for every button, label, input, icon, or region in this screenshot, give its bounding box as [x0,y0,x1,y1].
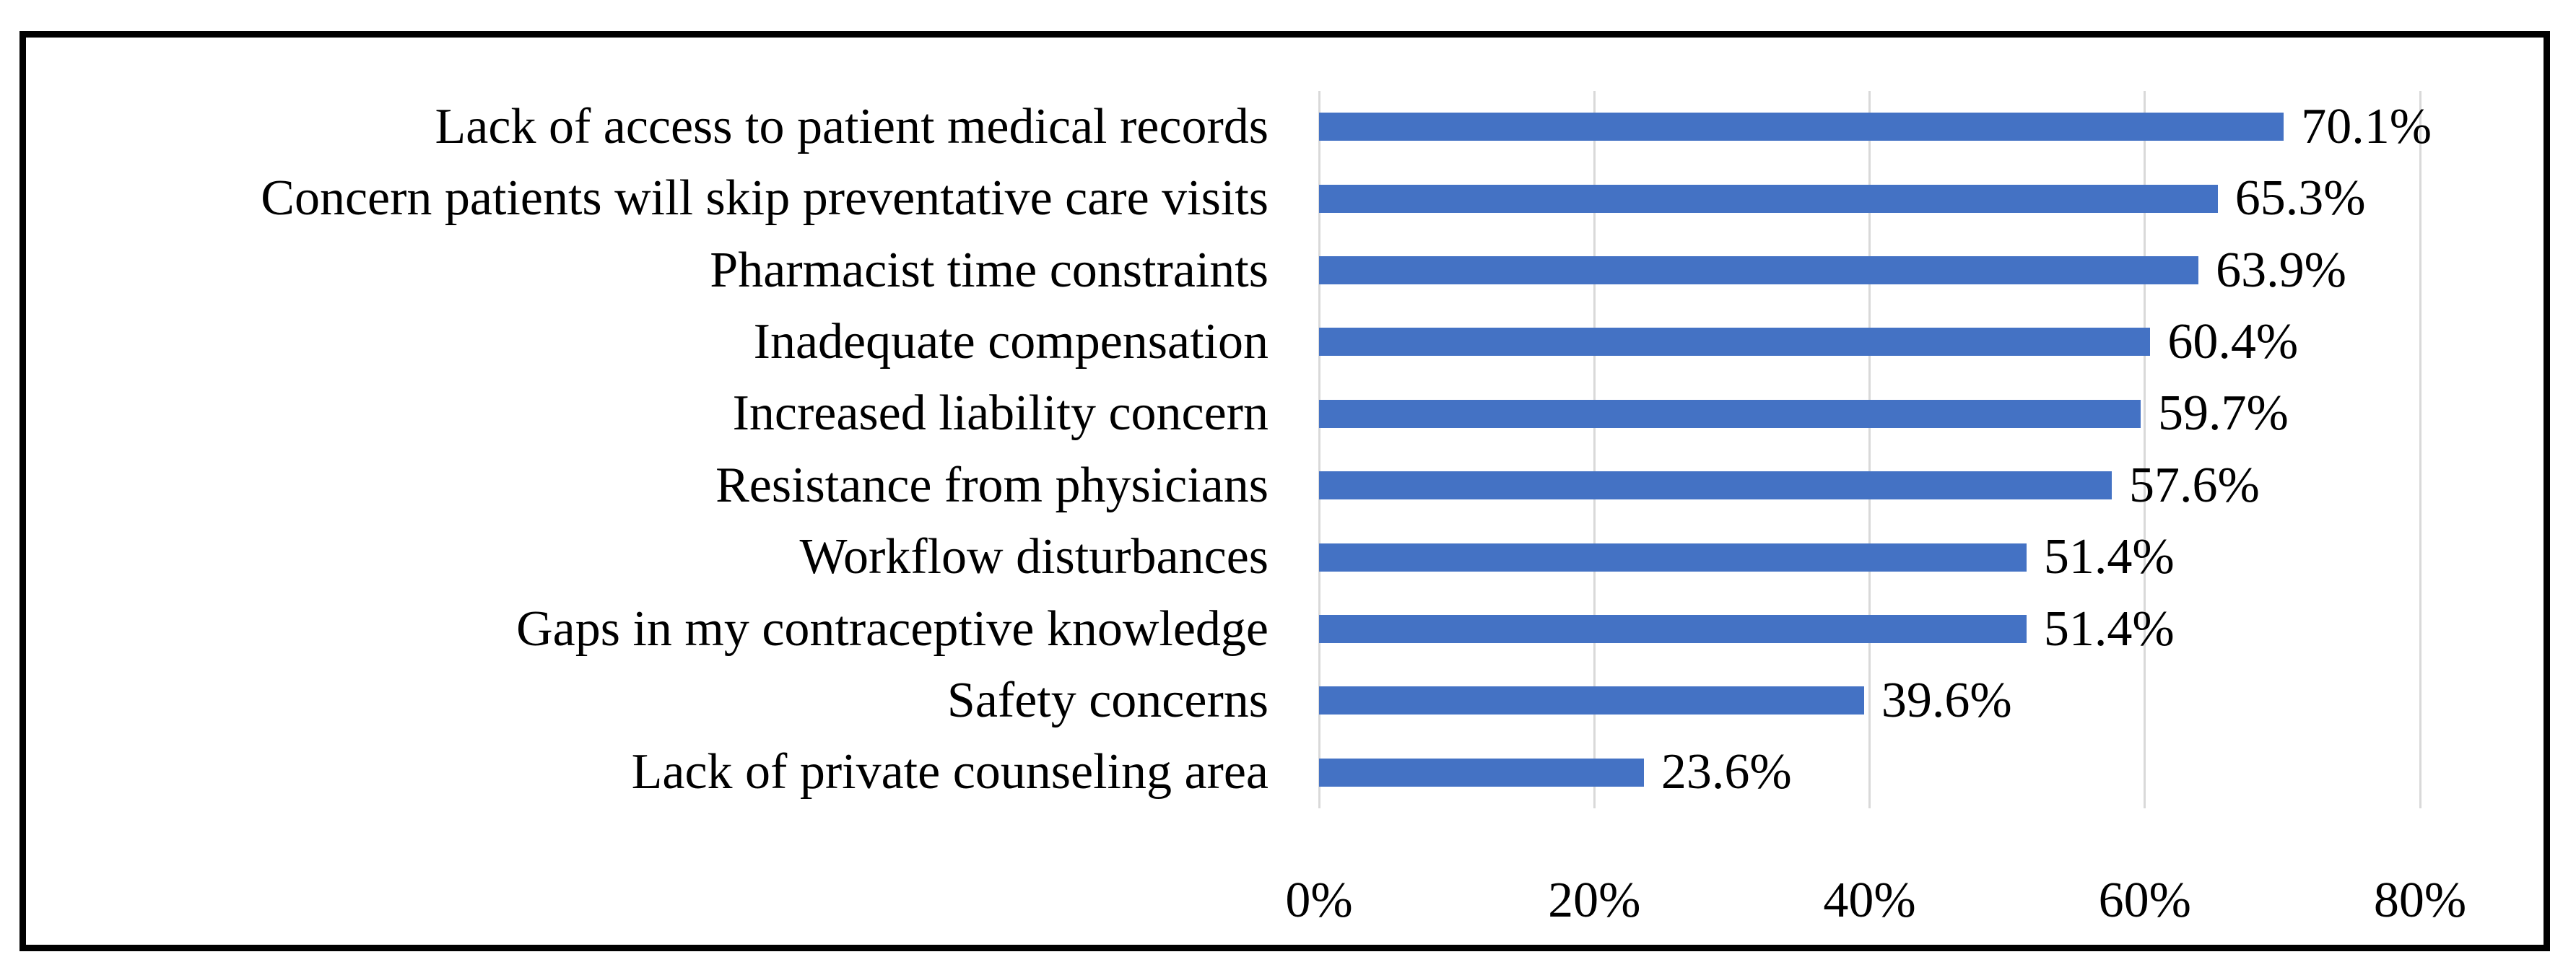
bar [1319,184,2218,213]
value-label: 70.1% [2301,98,2432,154]
value-label: 59.7% [2158,385,2289,442]
category-label: Pharmacist time constraints [710,242,1269,298]
category-label: Concern patients will skip preventative … [261,170,1269,227]
bar [1319,758,1644,787]
figure-frame [19,31,2550,951]
bar [1319,113,2284,141]
value-label: 60.4% [2167,313,2299,370]
bar [1319,399,2141,428]
category-label: Resistance from physicians [715,457,1269,513]
x-tick-label: 40% [1823,873,1916,928]
bar [1319,543,2027,572]
x-tick-label: 0% [1285,873,1353,928]
gridline [1868,91,1871,808]
value-label: 57.6% [2129,457,2260,513]
category-label: Safety concerns [947,672,1269,728]
bar [1319,256,2199,284]
value-label: 51.4% [2043,600,2175,657]
gridline [1318,91,1320,808]
x-tick-label: 80% [2373,873,2467,928]
gridline [2144,91,2146,808]
category-label: Gaps in my contraceptive knowledge [516,600,1269,657]
bar [1319,686,1864,715]
x-tick-label: 60% [2098,873,2191,928]
gridline [1593,91,1596,808]
value-label: 51.4% [2043,529,2175,585]
bar [1319,615,2027,643]
bar [1319,328,2151,357]
bar [1319,471,2112,500]
category-label: Workflow disturbances [799,529,1269,585]
gridline [2419,91,2421,808]
value-label: 63.9% [2216,242,2346,298]
category-label: Lack of private counseling area [631,744,1269,800]
value-label: 23.6% [1661,744,1792,800]
x-tick-label: 20% [1548,873,1641,928]
value-label: 39.6% [1881,672,2012,728]
category-label: Increased liability concern [732,385,1269,442]
category-label: Lack of access to patient medical record… [435,98,1269,154]
category-label: Inadequate compensation [753,313,1269,370]
value-label: 65.3% [2235,170,2366,227]
